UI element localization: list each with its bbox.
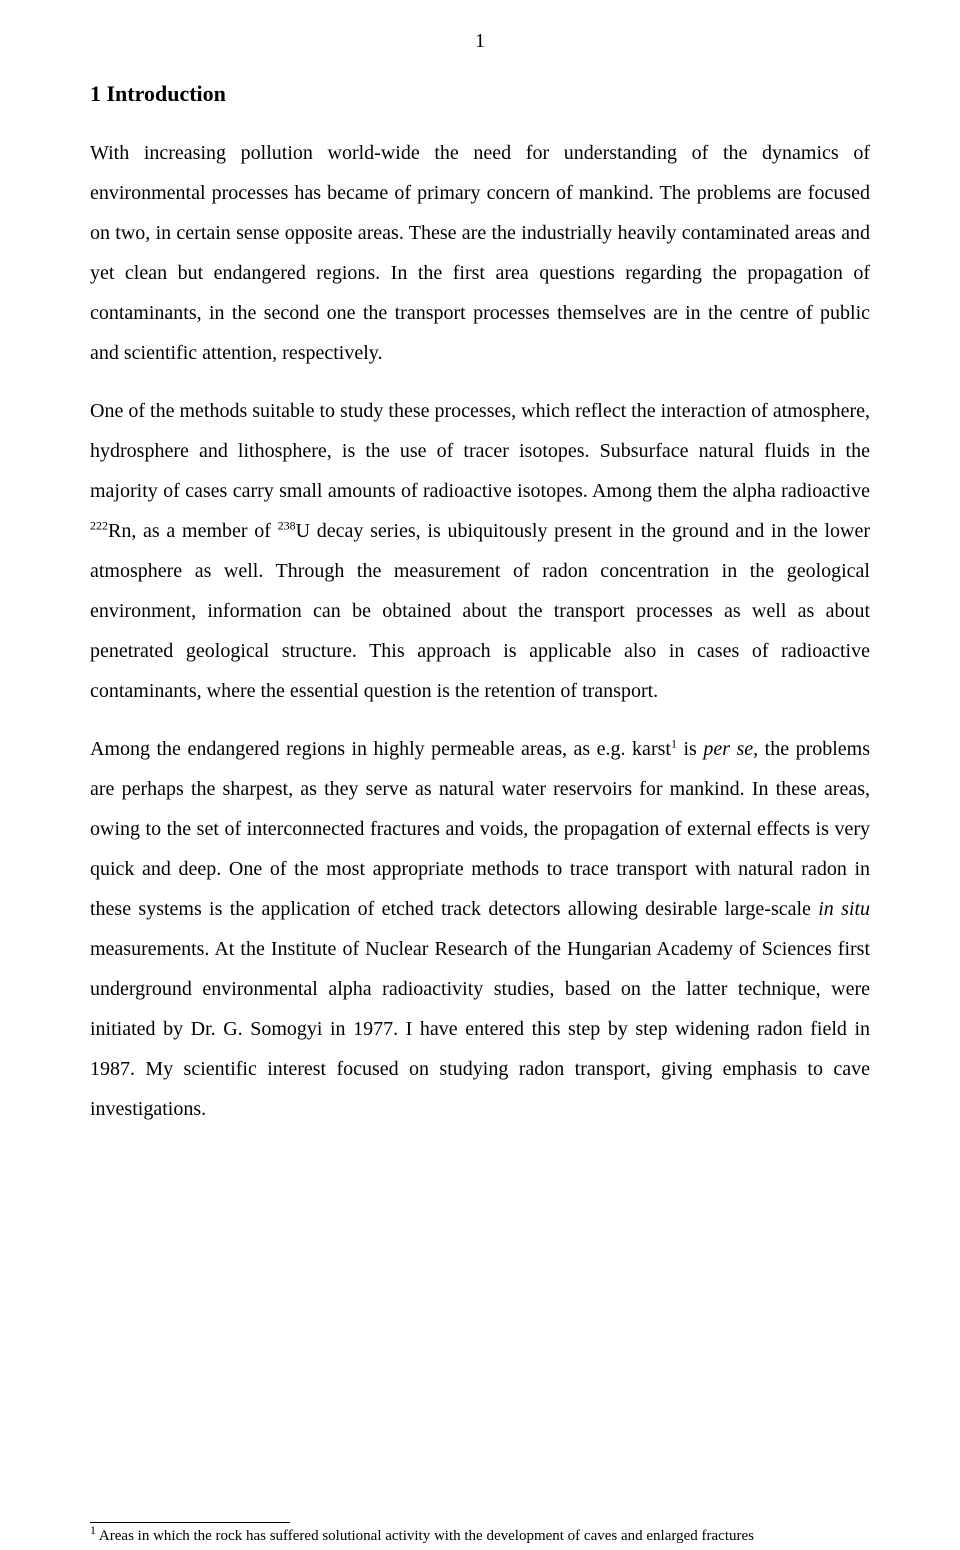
isotope-mass-222: 222 <box>90 518 108 532</box>
footnote-1: 1 Areas in which the rock has suffered s… <box>90 1527 870 1547</box>
p2-text-c: U decay series, is ubiquitously present … <box>90 520 870 702</box>
document-page: 1 1 Introduction With increasing polluti… <box>0 0 960 1550</box>
p2-text-b: Rn, as a member of <box>108 520 278 542</box>
footnote-text: Areas in which the rock has suffered sol… <box>96 1528 754 1544</box>
p3-text-b: is <box>677 738 703 760</box>
p2-text-a: One of the methods suitable to study the… <box>90 400 870 502</box>
footnote-block: 1 Areas in which the rock has suffered s… <box>90 1522 870 1547</box>
paragraph-3: Among the endangered regions in highly p… <box>90 729 870 1129</box>
section-heading: 1 Introduction <box>90 81 870 107</box>
paragraph-1: With increasing pollution world-wide the… <box>90 133 870 373</box>
p3-text-a: Among the endangered regions in highly p… <box>90 738 671 760</box>
p3-italic-2: in situ <box>818 898 870 920</box>
paragraph-2: One of the methods suitable to study the… <box>90 391 870 711</box>
footnote-rule <box>90 1522 290 1523</box>
p3-italic-1: per se <box>703 738 753 760</box>
p3-text-d: measurements. At the Institute of Nuclea… <box>90 938 870 1120</box>
p3-text-c: , the problems are perhaps the sharpest,… <box>90 738 870 920</box>
isotope-mass-238: 238 <box>278 518 296 532</box>
page-number: 1 <box>90 30 870 53</box>
